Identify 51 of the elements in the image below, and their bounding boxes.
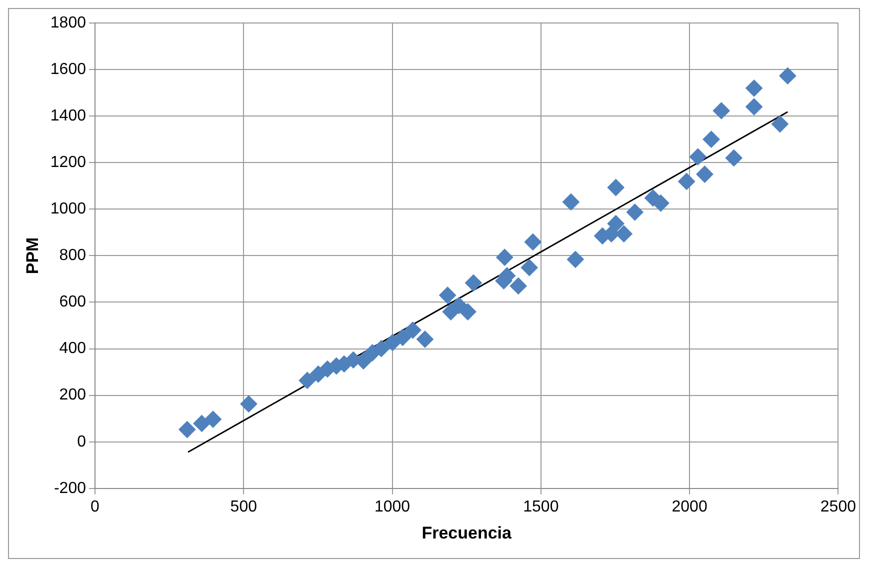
y-tick-label: 1800 (50, 14, 86, 32)
x-axis-title: Frecuencia (422, 523, 512, 542)
point (464, 274, 482, 292)
point (204, 410, 222, 428)
x-tick-label: 2500 (820, 498, 856, 516)
x-tick-label: 2000 (672, 498, 708, 516)
point (459, 303, 476, 320)
point (394, 328, 412, 346)
point (520, 259, 538, 276)
y-tick-label: 1000 (50, 200, 86, 218)
y-tick-label: 1400 (50, 107, 86, 124)
point (678, 172, 696, 190)
point (562, 193, 580, 210)
point (712, 102, 730, 120)
point (416, 330, 434, 348)
point (746, 98, 763, 116)
y-tick-label: -200 (54, 480, 86, 497)
point (510, 277, 527, 294)
point (404, 322, 422, 339)
y-tick-label: 400 (59, 340, 86, 358)
point (566, 250, 584, 268)
point (240, 395, 258, 412)
point (779, 67, 796, 84)
x-tick-label: 500 (230, 498, 258, 516)
point (725, 149, 742, 166)
point (702, 130, 720, 148)
point (696, 166, 714, 183)
point (746, 80, 763, 97)
point (689, 148, 706, 166)
point (771, 115, 788, 132)
point (652, 194, 670, 212)
point (298, 372, 316, 389)
y-tick-label: 1200 (50, 154, 86, 172)
point (178, 421, 196, 438)
point (626, 204, 644, 221)
point (384, 334, 402, 351)
point (372, 340, 390, 358)
y-tick-label: 800 (59, 247, 86, 264)
y-tick-label: 0 (77, 433, 86, 450)
x-tick-label: 0 (90, 498, 100, 516)
y-tick-label: 600 (59, 294, 86, 311)
point (524, 233, 542, 250)
y-tick-label: 1600 (50, 60, 86, 78)
x-tick-label: 1000 (374, 498, 410, 516)
point (496, 248, 514, 266)
x-tick-label: 1500 (523, 498, 559, 516)
y-tick-label: 200 (59, 386, 86, 404)
y-axis-title: PPM (22, 237, 42, 274)
point (193, 414, 210, 432)
point (607, 179, 624, 196)
point (439, 286, 456, 304)
